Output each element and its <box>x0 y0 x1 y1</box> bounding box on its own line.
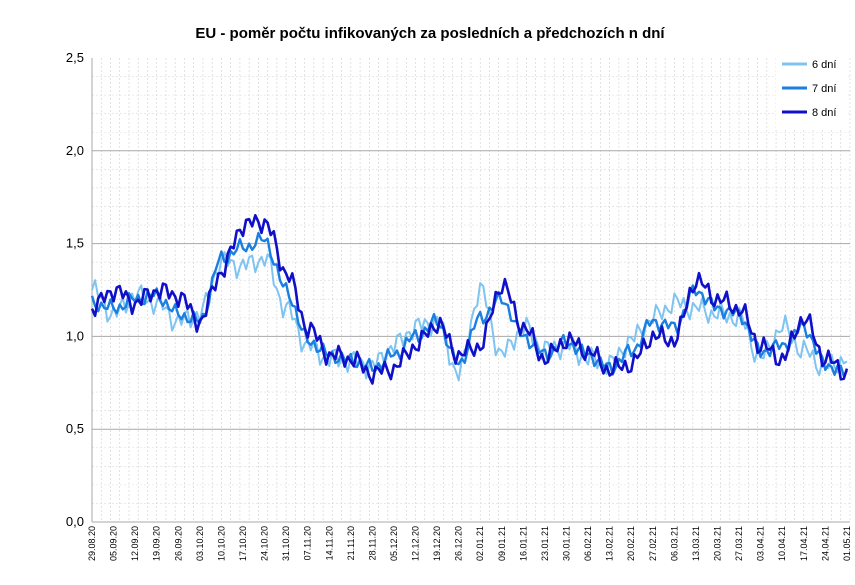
x-tick-label: 05.12.20 <box>389 526 399 561</box>
series-lines <box>90 214 849 385</box>
x-tick-label: 10.10.20 <box>216 526 226 561</box>
x-tick-label: 12.09.20 <box>130 526 140 561</box>
x-tick-label: 12.12.20 <box>411 526 421 561</box>
chart-title: EU - poměr počtu infikovaných za posledn… <box>195 25 665 42</box>
x-tick-label: 26.12.20 <box>454 526 464 561</box>
x-tick-label: 28.11.20 <box>367 526 377 560</box>
x-tick-label: 03.10.20 <box>195 526 205 561</box>
x-tick-label: 03.04.21 <box>756 526 766 561</box>
x-tick-label: 16.01.21 <box>518 526 528 561</box>
x-tick-label: 07.11.20 <box>303 526 313 560</box>
legend-label: 8 dní <box>812 107 836 119</box>
x-tick-label: 20.02.21 <box>626 526 636 561</box>
x-tick-label: 13.03.21 <box>691 526 701 561</box>
x-tick-label: 26.09.20 <box>173 526 183 561</box>
x-tick-label: 30.01.21 <box>562 526 572 561</box>
grid <box>91 58 851 523</box>
y-tick-label: 2,0 <box>66 143 84 158</box>
x-tick-label: 05.09.20 <box>109 526 119 561</box>
x-tick-label: 29.08.20 <box>87 526 97 561</box>
x-tick-label: 09.01.21 <box>497 526 507 561</box>
x-tick-label: 01.05.21 <box>842 526 852 561</box>
x-tick-label: 24.04.21 <box>820 526 830 561</box>
x-tick-label: 14.11.20 <box>324 526 334 560</box>
y-tick-label: 2,5 <box>66 50 84 65</box>
x-tick-label: 17.10.20 <box>238 526 248 561</box>
x-tick-label: 10.04.21 <box>777 526 787 561</box>
x-tick-label: 23.01.21 <box>540 526 550 561</box>
y-tick-label: 1,0 <box>66 328 84 343</box>
y-tick-label: 0,5 <box>66 421 84 436</box>
x-tick-label: 17.04.21 <box>799 526 809 561</box>
y-tick-label: 1,5 <box>66 236 84 251</box>
y-tick-label: 0,0 <box>66 514 84 529</box>
x-tick-label: 21.11.20 <box>346 526 356 560</box>
legend-label: 7 dní <box>812 83 836 95</box>
x-tick-label: 31.10.20 <box>281 526 291 561</box>
series-line-7-dní <box>90 231 848 378</box>
legend-label: 6 dní <box>812 59 836 71</box>
legend: 6 dní 7 dní 8 dní <box>776 52 848 128</box>
series-line-8-dní <box>90 214 849 385</box>
x-tick-label: 13.02.21 <box>605 526 615 561</box>
x-tick-label: 06.02.21 <box>583 526 593 561</box>
x-axis-ticks: 29.08.20 05.09.20 12.09.20 19.09.20 26.09.20… <box>87 526 852 561</box>
x-tick-label: 02.01.21 <box>475 526 485 561</box>
x-tick-label: 06.03.21 <box>669 526 679 561</box>
x-tick-label: 24.10.20 <box>260 526 270 561</box>
x-tick-label: 27.03.21 <box>734 526 744 561</box>
x-tick-label: 19.12.20 <box>432 526 442 561</box>
y-axis-ticks: 0,0 0,5 1,0 1,5 2,0 2,5 <box>66 50 84 529</box>
x-tick-label: 20.03.21 <box>713 526 723 561</box>
x-tick-label: 19.09.20 <box>152 526 162 561</box>
x-tick-label: 27.02.21 <box>648 526 658 561</box>
